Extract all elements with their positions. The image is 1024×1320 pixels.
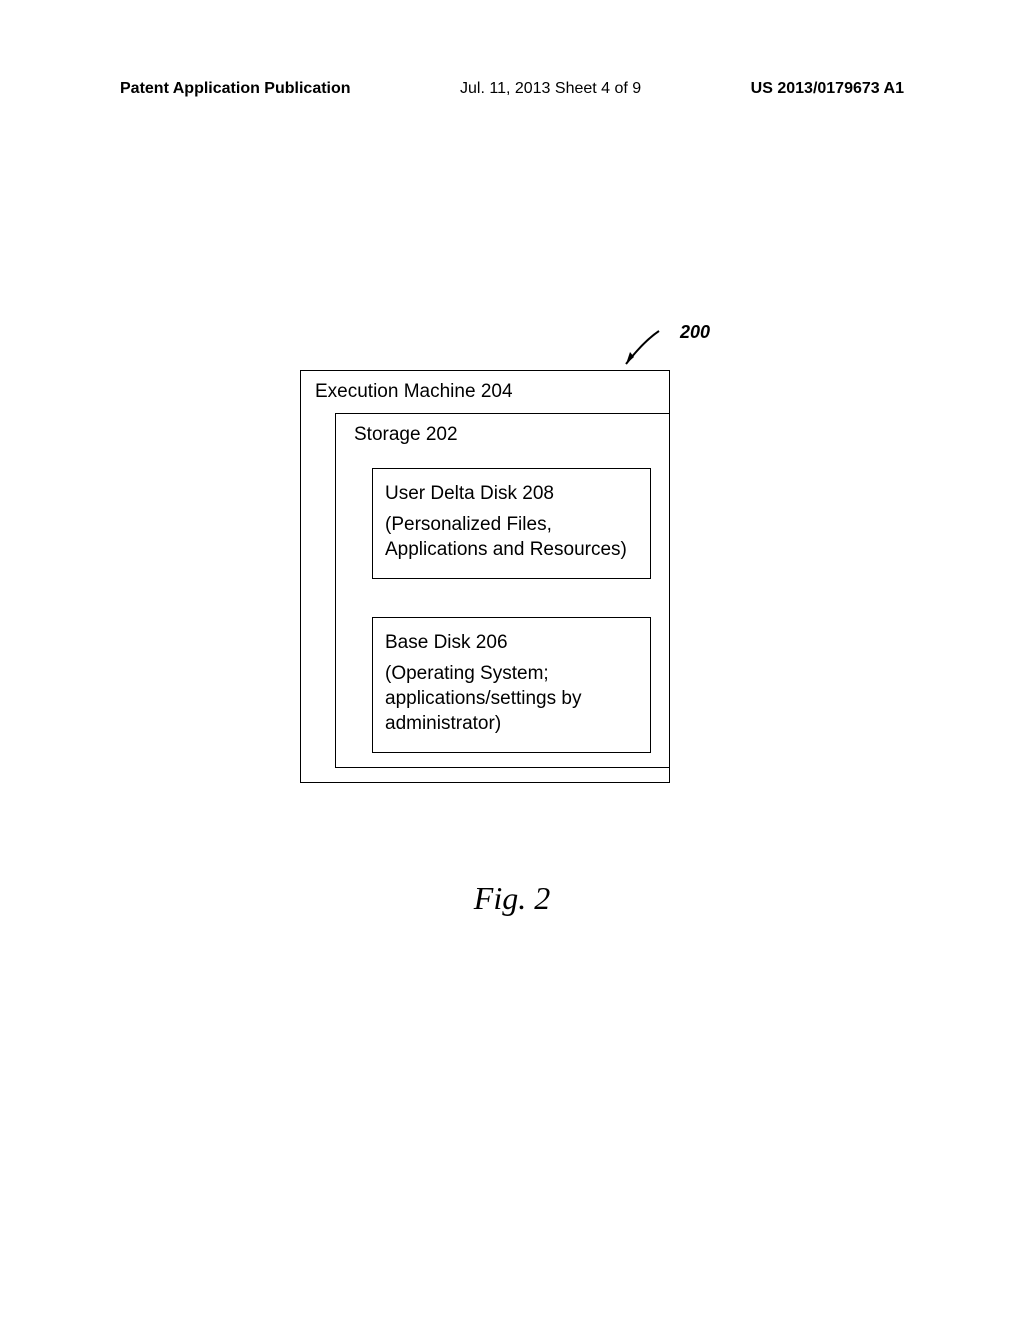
reference-number-container: 200: [680, 322, 710, 343]
execution-machine-title: Execution Machine 204: [311, 381, 669, 403]
user-delta-disk-box: User Delta Disk 208 (Personalized Files,…: [372, 468, 651, 579]
base-disk-description: (Operating System; applications/settings…: [385, 662, 638, 736]
execution-machine-box: Execution Machine 204 Storage 202 User D…: [300, 370, 670, 783]
reference-number: 200: [680, 322, 710, 343]
reference-arrow-icon: [614, 326, 664, 376]
storage-box: Storage 202 User Delta Disk 208 (Persona…: [335, 413, 669, 768]
storage-title: Storage 202: [354, 424, 651, 446]
page-header: Patent Application Publication Jul. 11, …: [0, 80, 1024, 98]
header-patent-number: US 2013/0179673 A1: [751, 80, 904, 98]
diagram-container: 200 Execution Machine 204 Storage 202 Us…: [300, 370, 670, 783]
base-disk-title: Base Disk 206: [385, 632, 638, 654]
user-delta-disk-title: User Delta Disk 208: [385, 483, 638, 505]
user-delta-disk-description: (Personalized Files, Applications and Re…: [385, 513, 638, 562]
base-disk-box: Base Disk 206 (Operating System; applica…: [372, 617, 651, 753]
figure-caption: Fig. 2: [0, 880, 1024, 917]
header-publication-label: Patent Application Publication: [120, 80, 351, 98]
header-date-sheet: Jul. 11, 2013 Sheet 4 of 9: [460, 80, 641, 98]
